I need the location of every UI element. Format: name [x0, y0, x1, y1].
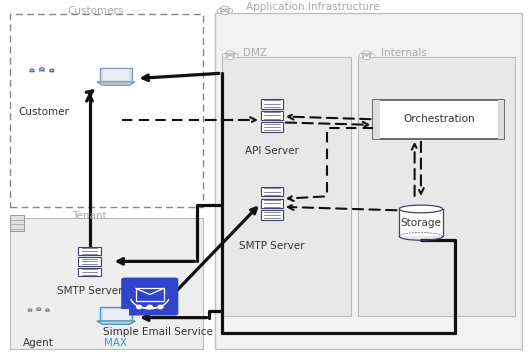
Text: Internals: Internals — [381, 48, 427, 58]
Polygon shape — [97, 321, 135, 324]
Polygon shape — [97, 82, 135, 85]
Circle shape — [359, 53, 366, 58]
Circle shape — [217, 9, 224, 13]
Circle shape — [220, 6, 229, 12]
Text: SMTP Server: SMTP Server — [57, 286, 122, 296]
FancyBboxPatch shape — [10, 216, 24, 231]
FancyBboxPatch shape — [261, 122, 283, 132]
FancyBboxPatch shape — [373, 100, 379, 139]
Text: Application Infrastructure: Application Infrastructure — [246, 2, 379, 12]
FancyBboxPatch shape — [78, 247, 101, 255]
Text: SMTP Server: SMTP Server — [239, 241, 305, 251]
Text: API Server: API Server — [245, 146, 299, 156]
FancyBboxPatch shape — [100, 68, 131, 82]
FancyBboxPatch shape — [121, 277, 178, 316]
Circle shape — [231, 53, 238, 58]
Text: MAX: MAX — [104, 338, 128, 348]
FancyBboxPatch shape — [261, 198, 283, 208]
Circle shape — [362, 51, 371, 57]
Circle shape — [225, 51, 235, 57]
Text: Orchestration: Orchestration — [403, 114, 475, 124]
FancyBboxPatch shape — [103, 69, 129, 80]
FancyBboxPatch shape — [222, 11, 228, 15]
FancyBboxPatch shape — [215, 14, 523, 349]
Circle shape — [225, 9, 233, 13]
FancyBboxPatch shape — [227, 56, 233, 59]
Text: Storage: Storage — [401, 218, 441, 228]
FancyBboxPatch shape — [261, 111, 283, 120]
FancyBboxPatch shape — [10, 218, 203, 348]
Circle shape — [367, 53, 374, 58]
Text: DMZ: DMZ — [243, 48, 268, 58]
Circle shape — [158, 305, 163, 309]
FancyBboxPatch shape — [399, 209, 443, 236]
FancyBboxPatch shape — [222, 57, 351, 316]
FancyBboxPatch shape — [261, 99, 283, 109]
Circle shape — [226, 54, 234, 59]
Text: Customers: Customers — [68, 6, 124, 16]
FancyBboxPatch shape — [261, 187, 283, 196]
Circle shape — [222, 53, 229, 58]
Circle shape — [137, 305, 142, 309]
FancyBboxPatch shape — [261, 210, 283, 220]
Circle shape — [221, 9, 229, 15]
FancyBboxPatch shape — [10, 14, 203, 207]
Circle shape — [147, 305, 152, 309]
Circle shape — [363, 54, 370, 59]
Text: Customer: Customer — [19, 107, 69, 117]
Text: Tenant: Tenant — [72, 211, 107, 221]
FancyBboxPatch shape — [373, 100, 505, 139]
FancyBboxPatch shape — [78, 268, 101, 276]
Ellipse shape — [399, 205, 443, 213]
FancyBboxPatch shape — [498, 100, 505, 139]
FancyBboxPatch shape — [364, 56, 369, 59]
Text: Simple Email Service: Simple Email Service — [103, 327, 213, 337]
FancyBboxPatch shape — [103, 308, 129, 320]
Text: Agent: Agent — [23, 338, 54, 348]
FancyBboxPatch shape — [358, 57, 515, 316]
FancyBboxPatch shape — [78, 257, 101, 266]
FancyBboxPatch shape — [100, 307, 131, 321]
